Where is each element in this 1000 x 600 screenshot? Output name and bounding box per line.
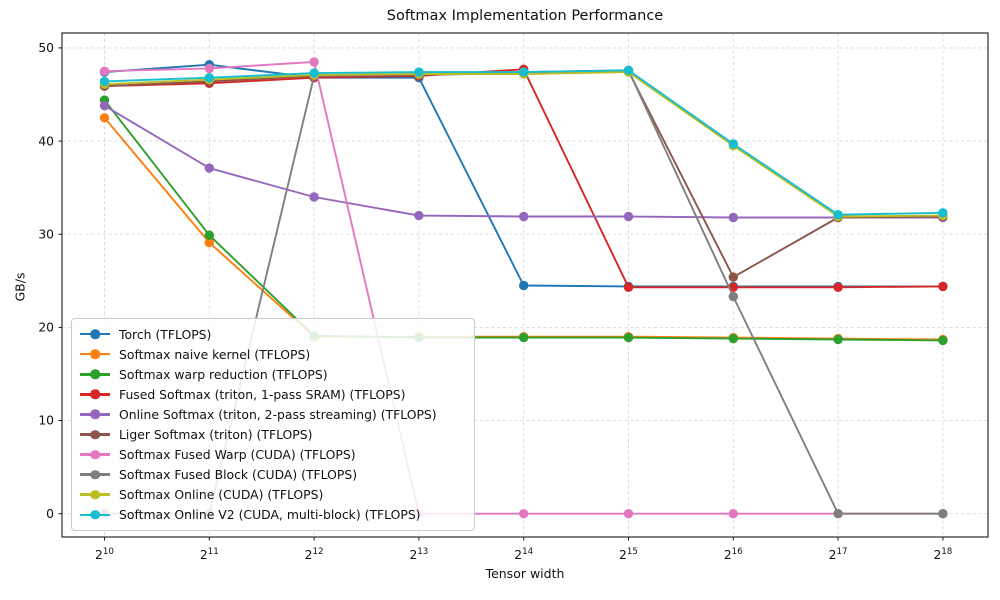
legend-item-torch: Torch (TFLOPS) xyxy=(80,324,466,344)
series-marker-fused-warp-cuda xyxy=(728,509,738,519)
x-tick-label: 213 xyxy=(409,547,428,562)
series-marker-naive xyxy=(99,113,110,123)
x-axis-label: Tensor width xyxy=(485,566,565,581)
series-marker-warp-reduction xyxy=(519,332,529,343)
y-tick-label: 50 xyxy=(38,41,54,55)
x-tick-label: 211 xyxy=(200,547,219,562)
series-marker-online-v2-cuda xyxy=(728,139,738,149)
legend-swatch xyxy=(80,449,110,460)
legend-label: Softmax naive kernel (TFLOPS) xyxy=(119,346,311,362)
legend-marker-dot xyxy=(90,389,100,400)
series-marker-torch xyxy=(519,280,529,291)
legend-swatch xyxy=(80,489,110,500)
series-marker-online-v2-cuda xyxy=(414,67,424,77)
legend-swatch xyxy=(80,509,110,520)
legend-label: Softmax Online (CUDA) (TFLOPS) xyxy=(119,487,324,503)
legend-swatch xyxy=(80,409,110,420)
legend-item-naive: Softmax naive kernel (TFLOPS) xyxy=(80,344,466,364)
y-tick-label: 20 xyxy=(38,321,54,335)
chart-title: Softmax Implementation Performance xyxy=(386,8,664,24)
y-tick-label: 10 xyxy=(38,414,54,428)
series-marker-online-v2-cuda xyxy=(938,208,948,218)
legend-label: Softmax warp reduction (TFLOPS) xyxy=(119,366,328,382)
y-axis-label: GB/s xyxy=(12,272,28,302)
series-marker-fused-warp-cuda xyxy=(309,57,319,67)
legend-label: Softmax Fused Warp (CUDA) (TFLOPS) xyxy=(119,447,356,463)
series-marker-online-triton xyxy=(414,210,424,221)
legend-item-fused-block-cuda: Softmax Fused Block (CUDA) (TFLOPS) xyxy=(80,465,466,485)
legend-marker-dot xyxy=(90,449,100,460)
legend-label: Softmax Online V2 (CUDA, multi-block) (T… xyxy=(119,507,421,523)
y-tick-label: 0 xyxy=(46,507,54,521)
legend-marker-dot xyxy=(90,349,100,359)
legend-label: Torch (TFLOPS) xyxy=(119,326,212,342)
legend-marker-dot xyxy=(90,409,100,420)
series-marker-online-v2-cuda xyxy=(99,76,110,87)
legend-label: Liger Softmax (triton) (TFLOPS) xyxy=(119,427,313,443)
legend-label: Softmax Fused Block (CUDA) (TFLOPS) xyxy=(119,467,358,483)
series-marker-fused-warp-cuda xyxy=(204,63,214,74)
series-marker-naive xyxy=(204,237,214,248)
legend-item-warp-reduction: Softmax warp reduction (TFLOPS) xyxy=(80,364,466,384)
series-marker-online-v2-cuda xyxy=(833,210,843,220)
series-marker-fused-block-cuda xyxy=(728,291,738,302)
series-marker-online-v2-cuda xyxy=(623,65,634,76)
plot-border xyxy=(61,32,989,538)
series-marker-warp-reduction xyxy=(833,334,843,345)
series-marker-fused-block-cuda xyxy=(833,509,843,519)
x-tick-label: 215 xyxy=(619,547,638,562)
series-marker-online-triton xyxy=(728,212,738,223)
series-marker-online-triton xyxy=(99,101,110,111)
series-marker-warp-reduction xyxy=(204,230,214,240)
legend: Torch (TFLOPS) Softmax naive kernel (TFLO… xyxy=(71,318,475,531)
legend-label: Fused Softmax (triton, 1-pass SRAM) (TFL… xyxy=(119,386,406,402)
series-marker-warp-reduction xyxy=(728,333,738,344)
legend-marker-dot xyxy=(90,369,100,379)
series-marker-online-triton xyxy=(519,211,529,222)
series-marker-fused-warp-cuda xyxy=(519,509,529,519)
legend-marker-dot xyxy=(90,510,100,520)
x-tick-label: 216 xyxy=(724,547,743,562)
series-marker-fused-sram xyxy=(938,281,948,292)
x-tick-label: 210 xyxy=(95,547,114,562)
x-tick-label: 212 xyxy=(305,547,324,562)
series-marker-fused-block-cuda xyxy=(938,509,948,519)
series-marker-online-v2-cuda xyxy=(309,68,319,78)
legend-item-fused-warp-cuda: Softmax Fused Warp (CUDA) (TFLOPS) xyxy=(80,445,466,465)
legend-swatch xyxy=(80,329,110,340)
series-marker-online-triton xyxy=(309,192,319,202)
series-marker-online-triton xyxy=(623,211,634,222)
series-marker-fused-warp-cuda xyxy=(99,66,110,76)
legend-item-online-cuda: Softmax Online (CUDA) (TFLOPS) xyxy=(80,485,466,505)
legend-swatch xyxy=(80,389,110,400)
series-marker-online-triton xyxy=(204,163,214,173)
legend-item-online-triton: Online Softmax (triton, 2-pass streaming… xyxy=(80,404,466,424)
legend-item-liger: Liger Softmax (triton) (TFLOPS) xyxy=(80,425,466,445)
legend-label: Online Softmax (triton, 2-pass streaming… xyxy=(119,406,437,422)
series-marker-liger xyxy=(728,272,738,282)
series-marker-warp-reduction xyxy=(938,335,948,346)
series-marker-fused-warp-cuda xyxy=(623,509,634,519)
series-marker-online-v2-cuda xyxy=(204,73,214,83)
series-marker-fused-sram xyxy=(833,282,843,292)
series-marker-fused-sram xyxy=(623,282,634,292)
legend-marker-dot xyxy=(90,490,100,500)
x-tick-label: 214 xyxy=(514,547,533,562)
y-tick-label: 40 xyxy=(38,134,54,148)
series-marker-warp-reduction xyxy=(623,332,634,343)
legend-marker-dot xyxy=(90,469,100,480)
legend-swatch xyxy=(80,369,110,380)
legend-item-fused-sram: Fused Softmax (triton, 1-pass SRAM) (TFL… xyxy=(80,384,466,404)
legend-marker-dot xyxy=(90,429,100,440)
legend-swatch xyxy=(80,349,110,360)
legend-swatch xyxy=(80,429,110,440)
x-tick-label: 217 xyxy=(829,547,848,562)
y-tick-label: 30 xyxy=(38,227,54,241)
series-marker-online-v2-cuda xyxy=(519,67,529,77)
legend-item-online-v2-cuda: Softmax Online V2 (CUDA, multi-block) (T… xyxy=(80,505,466,525)
legend-marker-dot xyxy=(90,329,100,339)
x-tick-label: 218 xyxy=(933,547,952,562)
legend-swatch xyxy=(80,469,110,480)
